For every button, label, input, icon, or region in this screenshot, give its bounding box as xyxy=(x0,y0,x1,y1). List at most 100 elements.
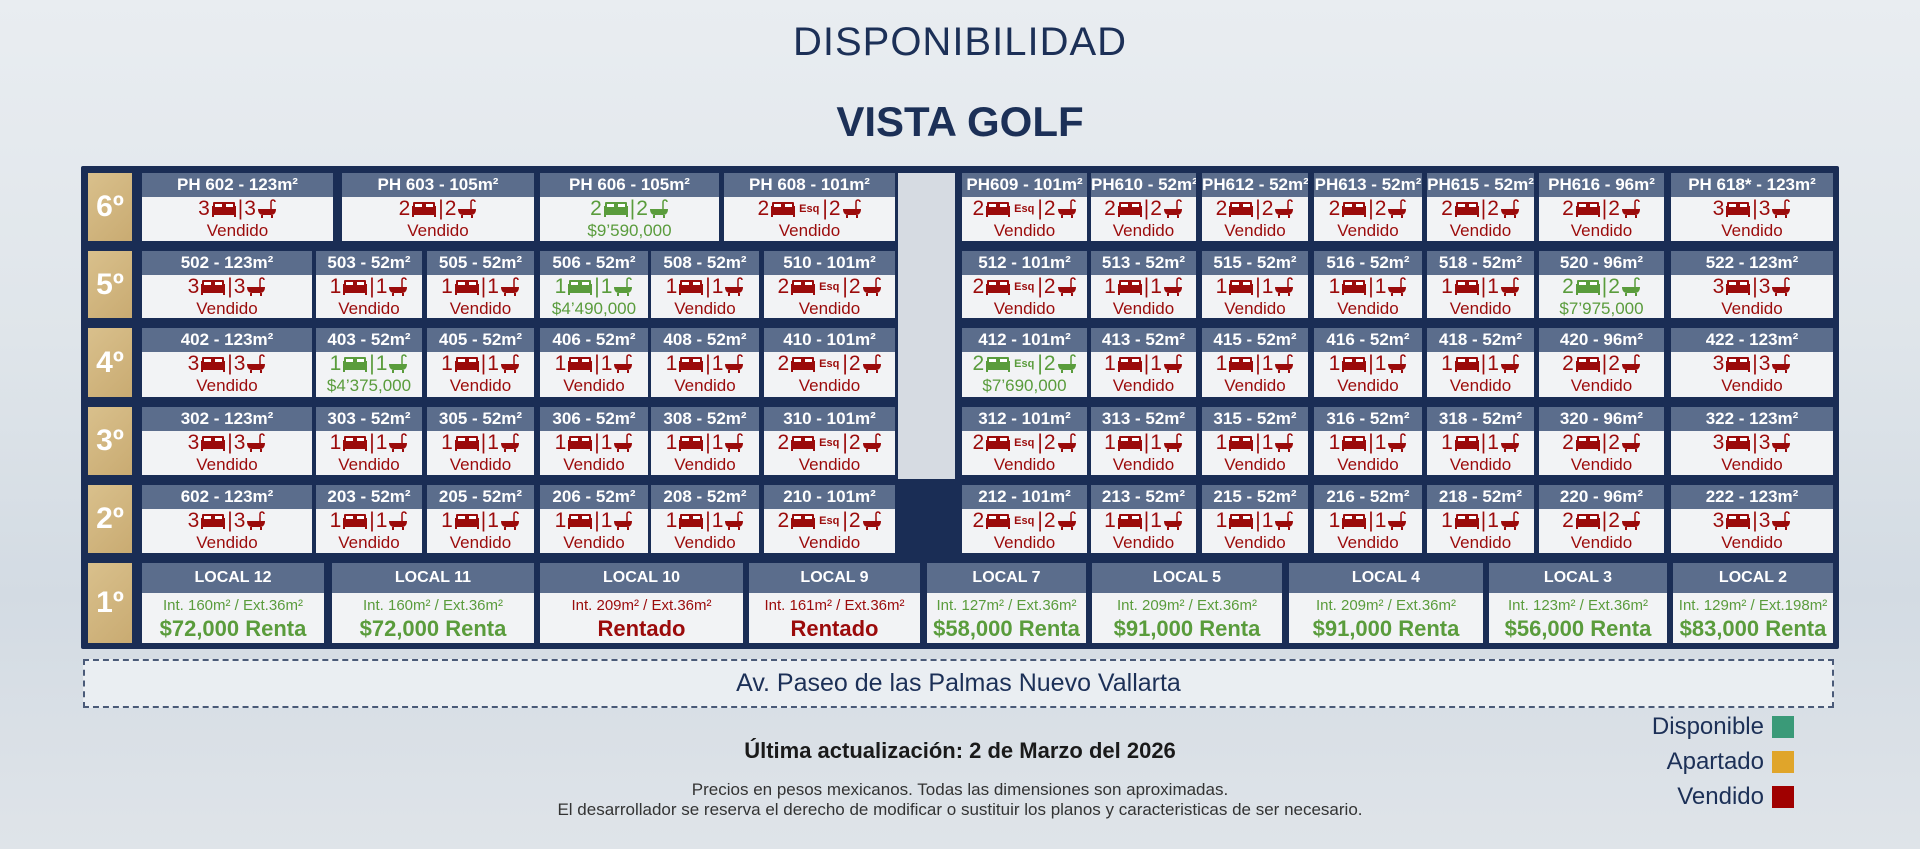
unit-cell[interactable]: 512 - 101m² 2 Esq | 2 Vendido xyxy=(962,251,1087,318)
unit-cell[interactable]: 422 - 123m² 3 | 3 Vendido xyxy=(1671,328,1833,397)
unit-cell[interactable]: 208 - 52m² 1 | 1 Vendido xyxy=(651,485,759,553)
unit-cell[interactable]: 408 - 52m² 1 | 1 Vendido xyxy=(651,328,759,397)
unit-cell[interactable]: 210 - 101m² 2 Esq | 2 Vendido xyxy=(764,485,895,553)
local-title: LOCAL 4 xyxy=(1289,563,1483,593)
unit-cell[interactable]: PH616 - 96m² 2 | 2 Vendido xyxy=(1539,173,1664,241)
unit-cell[interactable]: 322 - 123m² 3 | 3 Vendido xyxy=(1671,407,1833,475)
local-cell[interactable]: LOCAL 5 Int. 209m² / Ext.36m² $91,000 Re… xyxy=(1092,563,1282,643)
unit-cell[interactable]: 412 - 101m² 2 Esq | 2 $7’690,000 xyxy=(962,328,1087,397)
unit-cell[interactable]: 410 - 101m² 2 Esq | 2 Vendido xyxy=(764,328,895,397)
unit-cell[interactable]: 306 - 52m² 1 | 1 Vendido xyxy=(540,407,648,475)
unit-cell[interactable]: 222 - 123m² 3 | 3 Vendido xyxy=(1671,485,1833,553)
divider: | xyxy=(1255,509,1261,532)
local-price: $91,000 Renta xyxy=(1113,616,1261,641)
unit-cell[interactable]: PH 602 - 123m² 3 | 3 Vendido xyxy=(142,173,333,241)
unit-cell[interactable]: 418 - 52m² 1 | 1 Vendido xyxy=(1427,328,1534,397)
unit-cell[interactable]: 203 - 52m² 1 | 1 Vendido xyxy=(316,485,422,553)
unit-cell[interactable]: 213 - 52m² 1 | 1 Vendido xyxy=(1091,485,1196,553)
unit-cell[interactable]: 216 - 52m² 1 | 1 Vendido xyxy=(1314,485,1422,553)
unit-cell[interactable]: 516 - 52m² 1 | 1 Vendido xyxy=(1314,251,1422,318)
bathtub-icon xyxy=(1275,199,1294,218)
unit-status: Vendido xyxy=(1112,376,1175,395)
unit-features: 3 | 3 xyxy=(1671,352,1833,376)
unit-cell[interactable]: PH 606 - 105m² 2 | 2 $9’590,000 xyxy=(540,173,719,241)
unit-cell[interactable]: 310 - 101m² 2 Esq | 2 Vendido xyxy=(764,407,895,475)
unit-title: 502 - 123m² xyxy=(142,251,312,275)
local-cell[interactable]: LOCAL 3 Int. 123m² / Ext.36m² $56,000 Re… xyxy=(1489,563,1667,643)
bed-icon xyxy=(412,202,437,217)
bedroom-count: 1 xyxy=(1104,509,1116,532)
unit-cell[interactable]: 305 - 52m² 1 | 1 Vendido xyxy=(427,407,534,475)
unit-cell[interactable]: 513 - 52m² 1 | 1 Vendido xyxy=(1091,251,1196,318)
unit-cell[interactable]: 518 - 52m² 1 | 1 Vendido xyxy=(1427,251,1534,318)
unit-cell[interactable]: 520 - 96m² 2 | 2 $7’975,000 xyxy=(1539,251,1664,318)
unit-cell[interactable]: 308 - 52m² 1 | 1 Vendido xyxy=(651,407,759,475)
unit-cell[interactable]: 403 - 52m² 1 | 1 $4’375,000 xyxy=(316,328,422,397)
unit-features: 1 | 1 xyxy=(651,509,759,533)
unit-features: 1 | 1 xyxy=(316,431,422,455)
unit-cell[interactable]: 522 - 123m² 3 | 3 Vendido xyxy=(1671,251,1833,318)
unit-cell[interactable]: 506 - 52m² 1 | 1 $4’490,000 xyxy=(540,251,648,318)
unit-cell[interactable]: 415 - 52m² 1 | 1 Vendido xyxy=(1202,328,1308,397)
unit-cell[interactable]: 320 - 96m² 2 | 2 Vendido xyxy=(1539,407,1664,475)
bathtub-icon xyxy=(725,511,744,530)
unit-cell[interactable]: 505 - 52m² 1 | 1 Vendido xyxy=(427,251,534,318)
unit-cell[interactable]: PH 618* - 123m² 3 | 3 Vendido xyxy=(1671,173,1833,241)
unit-cell[interactable]: 312 - 101m² 2 Esq | 2 Vendido xyxy=(962,407,1087,475)
local-cell[interactable]: LOCAL 10 Int. 209m² / Ext.36m² Rentado xyxy=(540,563,743,643)
unit-cell[interactable]: PH615 - 52m² 2 | 2 Vendido xyxy=(1427,173,1534,241)
bed-icon xyxy=(791,514,816,529)
unit-cell[interactable]: 215 - 52m² 1 | 1 Vendido xyxy=(1202,485,1308,553)
unit-cell[interactable]: PH 608 - 101m² 2 Esq | 2 Vendido xyxy=(724,173,895,241)
unit-cell[interactable]: 303 - 52m² 1 | 1 Vendido xyxy=(316,407,422,475)
unit-cell[interactable]: 602 - 123m² 3 | 3 Vendido xyxy=(142,485,312,553)
unit-cell[interactable]: 220 - 96m² 2 | 2 Vendido xyxy=(1539,485,1664,553)
unit-features: 2 | 2 xyxy=(1091,197,1196,221)
bed-icon xyxy=(1117,280,1142,295)
unit-cell[interactable]: PH610 - 52m² 2 | 2 Vendido xyxy=(1091,173,1196,241)
unit-cell[interactable]: 416 - 52m² 1 | 1 Vendido xyxy=(1314,328,1422,397)
unit-cell[interactable]: 316 - 52m² 1 | 1 Vendido xyxy=(1314,407,1422,475)
divider: | xyxy=(369,431,375,454)
local-cell[interactable]: LOCAL 11 Int. 160m² / Ext.36m² $72,000 R… xyxy=(332,563,534,643)
unit-cell[interactable]: 502 - 123m² 3 | 3 Vendido xyxy=(142,251,312,318)
local-cell[interactable]: LOCAL 7 Int. 127m² / Ext.36m² $58,000 Re… xyxy=(927,563,1086,643)
unit-cell[interactable]: 420 - 96m² 2 | 2 Vendido xyxy=(1539,328,1664,397)
unit-features: 1 | 1 xyxy=(316,352,422,376)
unit-cell[interactable]: PH 603 - 105m² 2 | 2 Vendido xyxy=(342,173,534,241)
unit-title: 510 - 101m² xyxy=(764,251,895,275)
unit-cell[interactable]: 218 - 52m² 1 | 1 Vendido xyxy=(1427,485,1534,553)
floor-label: 1º xyxy=(88,563,132,643)
unit-cell[interactable]: 206 - 52m² 1 | 1 Vendido xyxy=(540,485,648,553)
unit-cell[interactable]: 402 - 123m² 3 | 3 Vendido xyxy=(142,328,312,397)
unit-cell[interactable]: PH613 - 52m² 2 | 2 Vendido xyxy=(1314,173,1422,241)
unit-cell[interactable]: 205 - 52m² 1 | 1 Vendido xyxy=(427,485,534,553)
bedroom-count: 2 xyxy=(1562,197,1574,220)
unit-cell[interactable]: 315 - 52m² 1 | 1 Vendido xyxy=(1202,407,1308,475)
unit-cell[interactable]: 508 - 52m² 1 | 1 Vendido xyxy=(651,251,759,318)
local-cell[interactable]: LOCAL 4 Int. 209m² / Ext.36m² $91,000 Re… xyxy=(1289,563,1483,643)
unit-cell[interactable]: PH609 - 101m² 2 Esq | 2 Vendido xyxy=(962,173,1087,241)
unit-cell[interactable]: 515 - 52m² 1 | 1 Vendido xyxy=(1202,251,1308,318)
unit-cell[interactable]: 406 - 52m² 1 | 1 Vendido xyxy=(540,328,648,397)
local-cell[interactable]: LOCAL 12 Int. 160m² / Ext.36m² $72,000 R… xyxy=(142,563,324,643)
unit-cell[interactable]: 313 - 52m² 1 | 1 Vendido xyxy=(1091,407,1196,475)
unit-cell[interactable]: 510 - 101m² 2 Esq | 2 Vendido xyxy=(764,251,895,318)
unit-cell[interactable]: 302 - 123m² 3 | 3 Vendido xyxy=(142,407,312,475)
unit-cell[interactable]: 405 - 52m² 1 | 1 Vendido xyxy=(427,328,534,397)
unit-title: 205 - 52m² xyxy=(427,485,534,509)
local-cell[interactable]: LOCAL 9 Int. 161m² / Ext.36m² Rentado xyxy=(749,563,920,643)
unit-title: 306 - 52m² xyxy=(540,407,648,431)
unit-cell[interactable]: 212 - 101m² 2 Esq | 2 Vendido xyxy=(962,485,1087,553)
unit-cell[interactable]: 413 - 52m² 1 | 1 Vendido xyxy=(1091,328,1196,397)
corner-label: Esq xyxy=(1014,437,1035,449)
unit-cell[interactable]: PH612 - 52m² 2 | 2 Vendido xyxy=(1202,173,1308,241)
divider: | xyxy=(1601,509,1608,532)
unit-cell[interactable]: 318 - 52m² 1 | 1 Vendido xyxy=(1427,407,1534,475)
unit-features: 2 Esq | 2 xyxy=(764,275,895,299)
unit-cell[interactable]: 503 - 52m² 1 | 1 Vendido xyxy=(316,251,422,318)
unit-features: 1 | 1 xyxy=(540,431,648,455)
local-cell[interactable]: LOCAL 2 Int. 129m² / Ext.198m² $83,000 R… xyxy=(1673,563,1833,643)
unit-features: 1 | 1 xyxy=(1427,509,1534,533)
divider: | xyxy=(1368,197,1374,220)
